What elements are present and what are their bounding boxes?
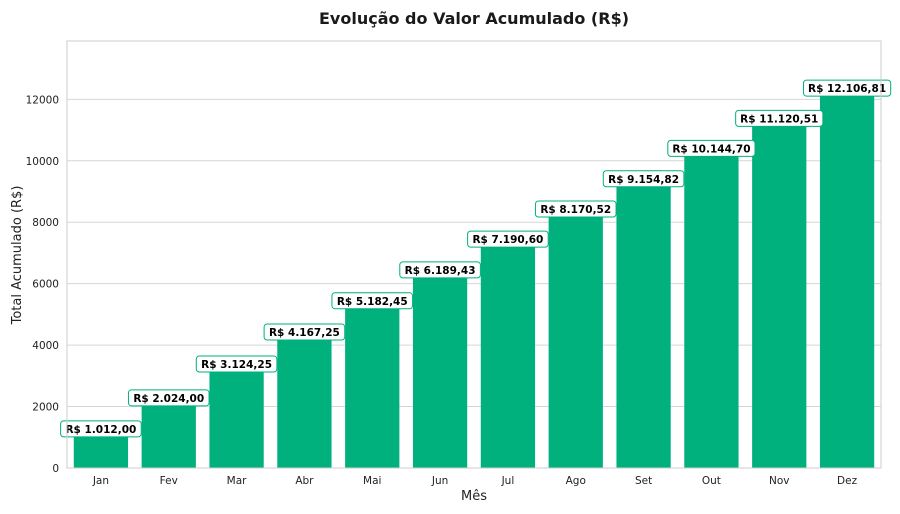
data-label-box <box>331 292 414 310</box>
data-label-box <box>534 200 617 218</box>
data-label: R$ 3.124,25 <box>201 359 272 371</box>
bar <box>819 96 875 469</box>
x-tick-label: Mai <box>363 475 381 487</box>
x-tick-label: Dez <box>837 475 858 487</box>
x-tick-label: Fev <box>160 475 178 487</box>
data-label: R$ 9.154,82 <box>608 174 679 186</box>
data-label: R$ 1.012,00 <box>65 424 136 436</box>
data-label: R$ 2.024,00 <box>133 393 204 405</box>
grid-lines <box>67 98 881 469</box>
chart-title: Evolução do Valor Acumulado (R$) <box>319 9 629 28</box>
x-tick-label: Jul <box>501 475 515 487</box>
x-tick-label: Jun <box>431 475 448 487</box>
bar <box>616 186 671 468</box>
bar <box>345 308 400 468</box>
bar <box>548 217 603 468</box>
x-tick-label: Nov <box>769 475 790 487</box>
data-label-box <box>802 79 892 97</box>
y-tick-label: 0 <box>52 463 59 475</box>
x-axis-label: Mês <box>461 489 487 504</box>
x-tick-label: Set <box>635 475 652 487</box>
y-tick-label: 4000 <box>32 340 59 352</box>
bar <box>141 405 196 468</box>
x-tick-label: Mar <box>227 475 247 487</box>
data-label-box <box>263 323 346 341</box>
data-label-box <box>127 389 210 407</box>
data-label: R$ 5.182,45 <box>337 296 408 308</box>
bar <box>277 339 332 468</box>
bar <box>209 372 264 468</box>
data-label-box <box>602 170 685 188</box>
x-tick-label: Ago <box>566 475 586 487</box>
data-label: R$ 6.189,43 <box>405 265 476 277</box>
data-label-box <box>735 109 824 127</box>
data-label-box <box>195 355 278 373</box>
data-label: R$ 7.190,60 <box>472 234 543 246</box>
data-label: R$ 12.106,81 <box>808 83 886 95</box>
data-label-box <box>467 230 549 248</box>
y-tick-label: 12000 <box>26 94 59 106</box>
data-labels: R$ 1.012,00 R$ 2.024,00 R$ 3.124,25 R$ 4.16… <box>60 79 892 438</box>
data-label: R$ 8.170,52 <box>540 204 611 216</box>
data-label: R$ 10.144,70 <box>672 143 750 155</box>
data-label-box <box>667 139 756 157</box>
plot-frame <box>66 40 882 469</box>
y-axis-label: Total Acumulado (R$) <box>10 186 25 326</box>
bars <box>73 96 875 469</box>
bar <box>752 126 807 468</box>
x-tick-label: Out <box>702 475 721 487</box>
x-axis-ticks: Jan Fev Mar Abr Mai Jun Jul Ago Set Out Nov Dez <box>92 475 858 487</box>
y-tick-label: 6000 <box>32 279 59 291</box>
data-label-box <box>399 261 481 279</box>
data-label-box <box>60 420 142 438</box>
bar <box>480 247 536 468</box>
bar <box>73 436 129 468</box>
y-tick-label: 2000 <box>32 402 59 414</box>
bar <box>412 277 468 468</box>
y-tick-label: 8000 <box>32 217 59 229</box>
data-label: R$ 4.167,25 <box>269 327 340 339</box>
y-tick-label: 10000 <box>26 156 59 168</box>
x-tick-label: Abr <box>295 475 314 487</box>
data-label: R$ 11.120,51 <box>740 113 818 125</box>
x-tick-label: Jan <box>92 475 109 487</box>
y-axis-ticks: 0 2000 4000 6000 8000 10000 12000 <box>26 94 59 475</box>
bar <box>684 156 739 468</box>
